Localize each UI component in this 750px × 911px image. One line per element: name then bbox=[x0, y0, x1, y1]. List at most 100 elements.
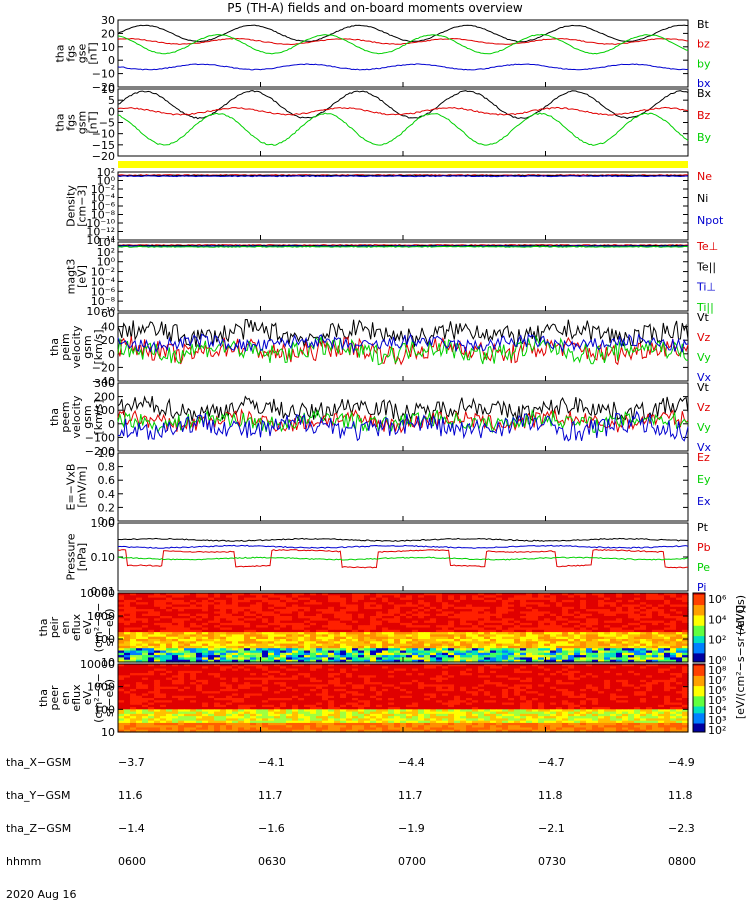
footer-z-1: −1.6 bbox=[258, 823, 286, 834]
legend-4-2: Vy bbox=[697, 351, 711, 364]
footer-x-2: −4.4 bbox=[398, 757, 426, 768]
legend-1-0: Bx bbox=[697, 87, 712, 100]
footer-col-3: −4.7 11.8 −2.1 0730 bbox=[538, 735, 566, 878]
ytick-label-0-3: 0 bbox=[108, 54, 115, 67]
ytick-label-5-3: 0 bbox=[108, 418, 115, 431]
footer-z-4: −2.3 bbox=[668, 823, 696, 834]
ytick-label-6-0: 1.0 bbox=[98, 447, 116, 460]
footer-label-hhmm: hhmm bbox=[6, 856, 76, 867]
footer-z-3: −2.1 bbox=[538, 823, 566, 834]
spectrogram-9 bbox=[118, 664, 689, 733]
footer-col-0: −3.7 11.6 −1.4 0600 bbox=[118, 735, 146, 878]
ylabel-4: thapeimvelocitygsm[km/s] bbox=[48, 325, 105, 368]
ytick-label-6-2: 0.6 bbox=[98, 474, 116, 487]
ylabel-5: thapeemvelocitygsm[km/s] bbox=[48, 395, 105, 438]
panel-frame-1 bbox=[118, 89, 688, 156]
legend-7-3: Pi bbox=[697, 581, 706, 594]
footer-t-1: 0630 bbox=[258, 856, 286, 867]
footer-x-0: −3.7 bbox=[118, 757, 146, 768]
legend-2-2: Npot bbox=[697, 214, 724, 227]
overview-plot: 3020100−10−20thafgsgse[nT]Btbzbybx1050−5… bbox=[0, 0, 750, 800]
series-line-3-3 bbox=[118, 246, 688, 247]
ytick-label-6-4: 0.2 bbox=[98, 501, 116, 514]
legend-3-0: Te⊥ bbox=[696, 240, 718, 253]
ytick-label-1-6: −20 bbox=[92, 150, 115, 163]
footer-y-0: 11.6 bbox=[118, 790, 146, 801]
ylabel-8: thapeirenefluxeV(cm²−s−sr−eV) bbox=[37, 603, 116, 653]
footer-t-0: 0600 bbox=[118, 856, 146, 867]
footer-label-x: tha_X−GSM bbox=[6, 757, 76, 768]
ylabel-6: E=−VxB[mV/m] bbox=[65, 464, 89, 511]
legend-7-0: Pt bbox=[697, 521, 709, 534]
panel-frame-2 bbox=[118, 172, 688, 240]
legend-1-2: By bbox=[697, 131, 712, 144]
footer-z-2: −1.9 bbox=[398, 823, 426, 834]
panel-frame-6 bbox=[118, 453, 688, 521]
footer-x-3: −4.7 bbox=[538, 757, 566, 768]
series-line-4-0 bbox=[118, 320, 688, 347]
legend-5-1: Vz bbox=[697, 401, 711, 414]
legend-2-1: Ni bbox=[697, 192, 708, 205]
footer-row-labels: tha_X−GSM tha_Y−GSM tha_Z−GSM hhmm 2020 … bbox=[6, 735, 76, 911]
footer-y-2: 11.7 bbox=[398, 790, 426, 801]
ytick-label-0-1: 20 bbox=[101, 27, 115, 40]
footer-x-1: −4.1 bbox=[258, 757, 286, 768]
legend-7-2: Pe bbox=[697, 561, 710, 574]
legend-1-1: Bz bbox=[697, 109, 711, 122]
ytick-label-4-0: 60 bbox=[101, 307, 115, 320]
colorbar-label-peir: (All Qs) bbox=[734, 595, 747, 635]
ytick-label-0-4: −10 bbox=[92, 68, 115, 81]
ytick-label-7-0: 1.00 bbox=[91, 517, 116, 530]
ytick-label-9-0: 10000 bbox=[80, 658, 115, 671]
ylabel-7: Pressure[nPa] bbox=[65, 533, 89, 580]
footer-t-3: 0730 bbox=[538, 856, 566, 867]
legend-6-0: Ez bbox=[697, 451, 710, 464]
footer-col-2: −4.4 11.7 −1.9 0700 bbox=[398, 735, 426, 878]
panel-frame-3 bbox=[118, 242, 688, 311]
footer-col-1: −4.1 11.7 −1.6 0630 bbox=[258, 735, 286, 878]
ytick-label-7-1: 0.10 bbox=[91, 551, 116, 564]
footer-label-date: 2020 Aug 16 bbox=[6, 889, 76, 900]
series-line-5-3 bbox=[118, 412, 688, 441]
legend-0-1: bz bbox=[697, 38, 710, 51]
footer-z-0: −1.4 bbox=[118, 823, 146, 834]
footer-x-4: −4.9 bbox=[668, 757, 696, 768]
legend-3-1: Te|| bbox=[696, 260, 716, 273]
legend-0-0: Bt bbox=[697, 18, 710, 31]
ylabel-3: magt3[eV] bbox=[65, 259, 89, 295]
ylabel-9: thapeerenefluxeV(cm²−s−sr−eV) bbox=[37, 673, 116, 723]
series-line-0-0 bbox=[118, 25, 688, 42]
ylabel-1: thafgsgsm[nT] bbox=[54, 111, 100, 134]
ytick-label-6-1: 0.8 bbox=[98, 461, 116, 474]
footer-y-4: 11.8 bbox=[668, 790, 696, 801]
ytick-label-9-3: 10 bbox=[101, 726, 115, 739]
ytick-label-0-2: 10 bbox=[101, 41, 115, 54]
ytick-label-8-0: 10000 bbox=[80, 587, 115, 600]
spectrogram-8 bbox=[118, 593, 689, 663]
legend-6-2: Ex bbox=[697, 495, 711, 508]
series-line-7-0 bbox=[118, 538, 688, 541]
legend-5-0: Vt bbox=[697, 381, 710, 394]
ylabel-2: Density[cm−3] bbox=[65, 185, 89, 227]
ylabel-0: thafgsgse[nT] bbox=[54, 42, 100, 64]
colorbar-tick-0-2: 10² bbox=[708, 634, 726, 647]
legend-0-2: by bbox=[697, 57, 711, 70]
series-line-1-1 bbox=[118, 107, 688, 115]
legend-6-1: Ey bbox=[697, 473, 711, 486]
footer-label-z: tha_Z−GSM bbox=[6, 823, 76, 834]
colorbar-0 bbox=[693, 593, 705, 663]
legend-5-2: Vy bbox=[697, 421, 711, 434]
footer-y-3: 11.8 bbox=[538, 790, 566, 801]
footer-y-1: 11.7 bbox=[258, 790, 286, 801]
colorbar-tick-0-1: 10⁴ bbox=[708, 613, 727, 626]
flag-bar bbox=[118, 161, 688, 168]
footer-t-4: 0800 bbox=[668, 856, 696, 867]
colorbar-tick-0-0: 10⁶ bbox=[708, 593, 727, 606]
series-line-0-2 bbox=[118, 34, 688, 54]
colorbar-tick-1-6: 10² bbox=[708, 724, 726, 737]
legend-2-0: Ne bbox=[697, 170, 712, 183]
ytick-label-4-3: 0 bbox=[108, 348, 115, 361]
footer-t-2: 0700 bbox=[398, 856, 426, 867]
ytick-label-0-0: 30 bbox=[101, 14, 115, 27]
legend-7-1: Pb bbox=[697, 541, 711, 554]
